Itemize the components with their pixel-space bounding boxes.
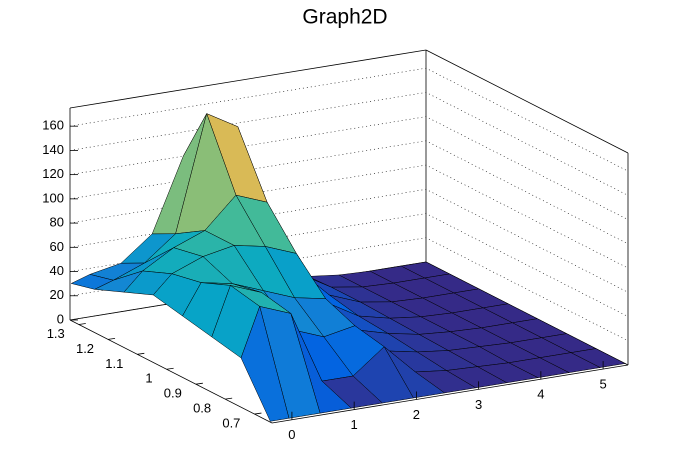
grid-line xyxy=(69,92,629,196)
chart-title: Graph2D xyxy=(302,6,387,29)
x-tick-label: 3 xyxy=(475,397,482,412)
x-tick-label: 4 xyxy=(537,387,544,402)
z-tick-label: 0 xyxy=(57,311,64,326)
box-edge xyxy=(271,364,629,424)
x-tick-label: 5 xyxy=(599,376,606,391)
tick-mark xyxy=(225,397,233,400)
tick-mark xyxy=(108,338,116,340)
x-tick-label: 2 xyxy=(413,407,420,422)
grid-line xyxy=(69,67,629,172)
z-tick-label: 20 xyxy=(50,287,64,302)
x-tick-label: 0 xyxy=(288,427,295,442)
y-tick-label: 1.1 xyxy=(105,356,123,371)
z-tick-label: 80 xyxy=(50,215,64,230)
tick-mark xyxy=(166,367,174,370)
y-tick-label: 0.8 xyxy=(193,401,211,416)
box-edge xyxy=(69,319,273,424)
z-tick-label: 100 xyxy=(42,190,64,205)
y-tick-label: 0.7 xyxy=(222,415,240,430)
x-tick-label: 1 xyxy=(351,417,358,432)
box-edge xyxy=(425,49,629,154)
surface-cell xyxy=(240,305,290,422)
z-tick-label: 60 xyxy=(50,239,64,254)
tick-mark xyxy=(254,412,262,415)
box-edge xyxy=(69,49,427,109)
tick-mark xyxy=(195,382,203,385)
y-tick-label: 0.9 xyxy=(164,386,182,401)
y-tick-label: 1 xyxy=(145,371,152,386)
tick-mark xyxy=(78,323,86,325)
z-tick-label: 160 xyxy=(42,118,64,133)
tick-mark xyxy=(137,352,145,355)
z-tick-label: 140 xyxy=(42,142,64,157)
z-tick-label: 120 xyxy=(42,166,64,181)
z-tick-label: 40 xyxy=(50,263,64,278)
y-tick-label: 1.2 xyxy=(76,341,94,356)
y-tick-label: 1.3 xyxy=(47,326,65,341)
